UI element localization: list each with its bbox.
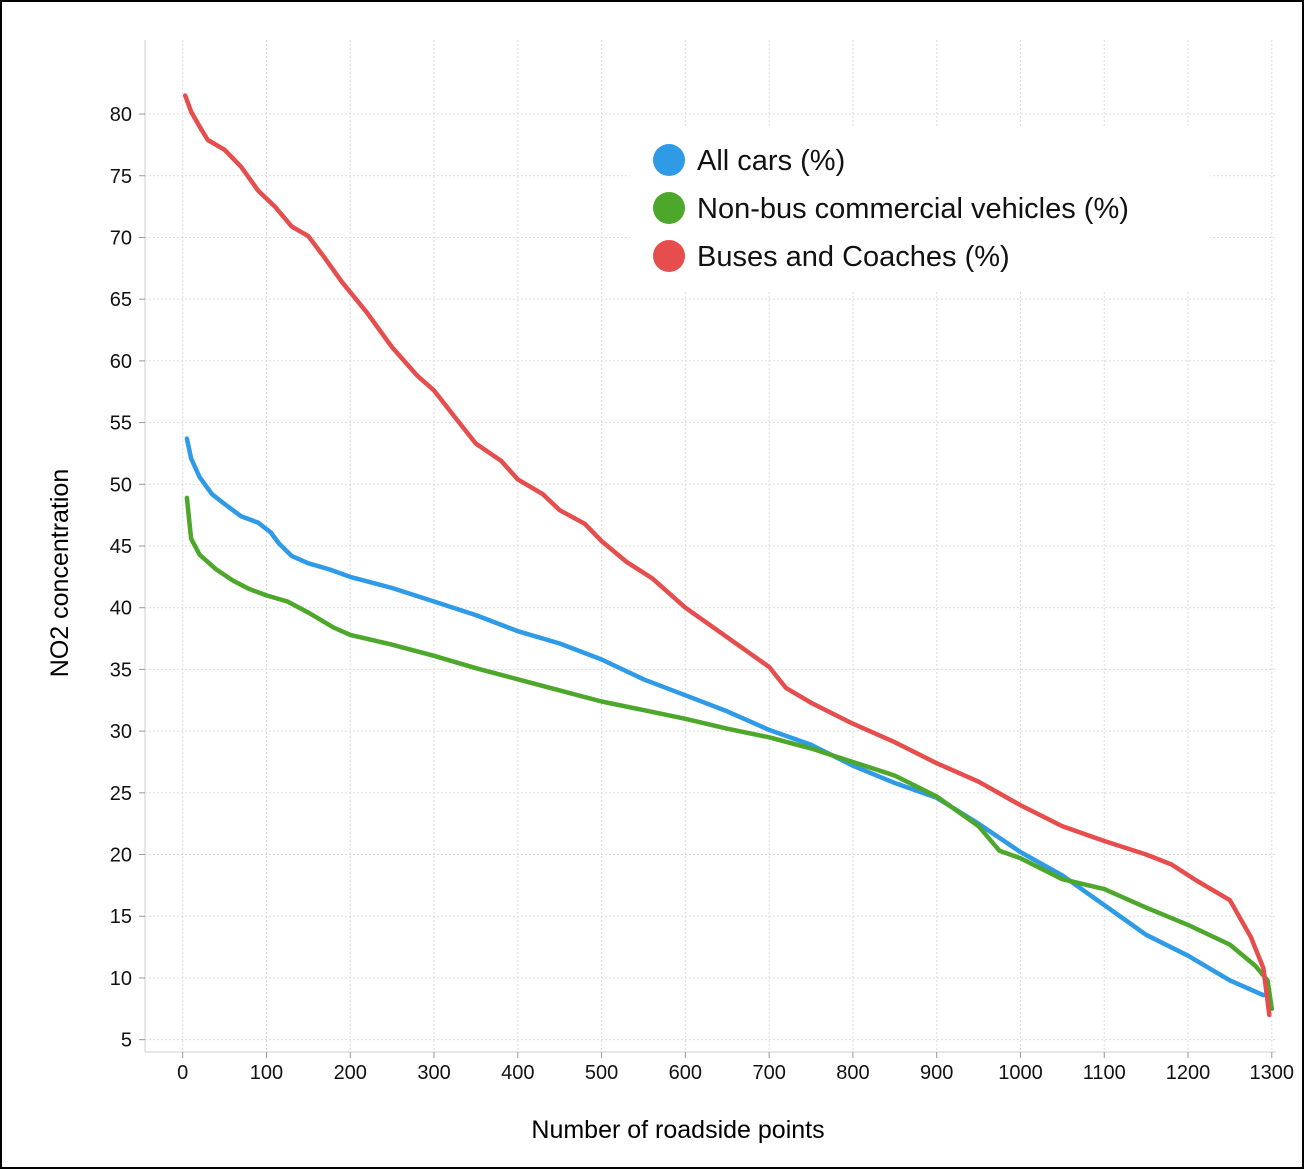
x-tick-label: 0 [177,1062,188,1084]
y-tick-label: 75 [110,166,132,188]
legend-background [630,128,1210,290]
y-tick-label: 45 [110,536,132,558]
x-tick-label: 700 [752,1062,785,1084]
x-tick-label: 1200 [1166,1062,1211,1084]
y-tick-label: 5 [121,1030,132,1052]
y-tick-label: 65 [110,289,132,311]
y-tick-label: 50 [110,474,132,496]
series-line-1 [184,495,1275,1012]
legend-swatch [653,144,685,176]
x-tick-label: 400 [501,1062,534,1084]
x-tick-label: 1300 [1250,1062,1295,1084]
legend-swatch [653,192,685,224]
y-axis-ticks: 5 10 15 20 25 30 35 40 45 50 55 60 65 70 75 80 [110,104,132,1052]
x-tick-label: 200 [334,1062,367,1084]
y-tick-label: 80 [110,104,132,126]
series-lines [182,93,1275,1018]
x-tick-label: 800 [836,1062,869,1084]
y-tick-label: 25 [110,783,132,805]
x-tick-label: 600 [669,1062,702,1084]
x-tick-label: 100 [250,1062,283,1084]
x-tick-label: 1100 [1083,1062,1126,1084]
x-axis-label: Number of roadside points [531,1116,824,1144]
series-line-2 [182,93,1272,1018]
series-line-0 [184,436,1266,998]
y-tick-label: 30 [110,721,132,743]
x-tick-label: 1000 [998,1062,1043,1084]
legend: All cars (%) Non-bus commercial vehicles … [630,128,1210,290]
x-axis-ticks: 0 100 200 300 400 500 600 700 800 900 1000 1100 1200… [177,1062,1294,1084]
y-tick-label: 55 [110,413,132,435]
y-tick-label: 15 [110,906,132,928]
legend-entry-label: All cars (%) [697,145,845,177]
legend-swatch [653,240,685,272]
y-tick-label: 20 [110,845,132,867]
x-tick-label: 500 [585,1062,618,1084]
y-tick-label: 40 [110,598,132,620]
y-axis-label: NO2 concentration [46,469,74,677]
legend-entry-label: Non-bus commercial vehicles (%) [697,193,1129,225]
y-tick-label: 10 [110,968,132,990]
y-tick-label: 60 [110,351,132,373]
y-tick-label: 35 [110,659,132,681]
x-tick-label: 300 [417,1062,450,1084]
legend-entry-label: Buses and Coaches (%) [697,241,1010,273]
y-tick-label: 70 [110,227,132,249]
x-tick-label: 900 [920,1062,953,1084]
